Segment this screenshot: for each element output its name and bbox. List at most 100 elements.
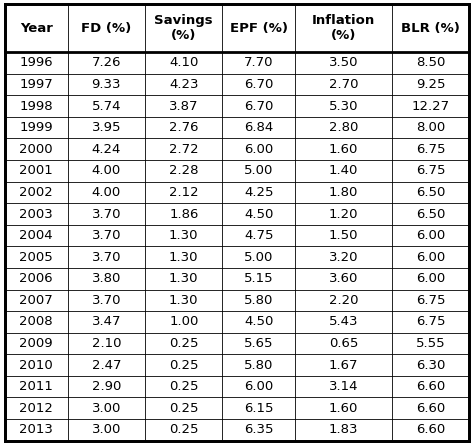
Text: Savings
(%): Savings (%) [155,14,213,42]
Text: 1.00: 1.00 [169,316,199,328]
Text: 3.70: 3.70 [91,251,121,263]
Text: 4.25: 4.25 [244,186,273,199]
Text: 2011: 2011 [19,380,53,393]
Text: 2002: 2002 [19,186,53,199]
Text: 2009: 2009 [19,337,53,350]
Text: 8.00: 8.00 [416,121,445,134]
Text: 2.80: 2.80 [329,121,358,134]
Text: 3.00: 3.00 [91,402,121,415]
Text: 6.60: 6.60 [416,380,445,393]
Text: 6.15: 6.15 [244,402,273,415]
Text: 4.00: 4.00 [92,164,121,178]
Text: 4.00: 4.00 [92,186,121,199]
Text: 6.00: 6.00 [416,251,445,263]
Text: 2.70: 2.70 [328,78,358,91]
Text: 1.40: 1.40 [329,164,358,178]
Text: 2004: 2004 [19,229,53,242]
Text: 2.10: 2.10 [91,337,121,350]
Text: 2012: 2012 [19,402,53,415]
Text: 5.80: 5.80 [244,294,273,307]
Text: 5.43: 5.43 [328,316,358,328]
Text: 2.47: 2.47 [91,359,121,372]
Text: 6.00: 6.00 [416,229,445,242]
Text: 3.87: 3.87 [169,100,199,113]
Text: 3.70: 3.70 [91,294,121,307]
Text: Year: Year [20,22,53,35]
Text: 1996: 1996 [19,57,53,69]
Text: 3.14: 3.14 [328,380,358,393]
Text: 2.20: 2.20 [328,294,358,307]
Text: 3.00: 3.00 [91,423,121,436]
Text: 7.26: 7.26 [91,57,121,69]
Text: 4.10: 4.10 [169,57,199,69]
Text: 6.00: 6.00 [244,380,273,393]
Text: 5.15: 5.15 [244,272,273,285]
Text: 1.67: 1.67 [328,359,358,372]
Text: 2.12: 2.12 [169,186,199,199]
Text: 2000: 2000 [19,143,53,156]
Text: 2010: 2010 [19,359,53,372]
Text: 1.50: 1.50 [328,229,358,242]
Text: 5.30: 5.30 [328,100,358,113]
Text: 1.30: 1.30 [169,272,199,285]
Text: 1998: 1998 [19,100,53,113]
Text: 6.75: 6.75 [416,143,445,156]
Text: 4.50: 4.50 [244,316,273,328]
Text: 0.25: 0.25 [169,359,199,372]
Text: Inflation
(%): Inflation (%) [312,14,375,42]
Text: FD (%): FD (%) [81,22,131,35]
Text: 1.20: 1.20 [328,207,358,221]
Text: 6.50: 6.50 [416,207,445,221]
Text: 7.70: 7.70 [244,57,273,69]
Text: 0.25: 0.25 [169,380,199,393]
Text: 6.30: 6.30 [416,359,445,372]
Text: 3.70: 3.70 [91,229,121,242]
Text: 1.83: 1.83 [328,423,358,436]
Text: 2.72: 2.72 [169,143,199,156]
Text: 1.30: 1.30 [169,229,199,242]
Text: 2.90: 2.90 [91,380,121,393]
Text: 1.80: 1.80 [329,186,358,199]
Text: 2007: 2007 [19,294,53,307]
Text: 5.80: 5.80 [244,359,273,372]
Text: 5.74: 5.74 [91,100,121,113]
Text: 6.75: 6.75 [416,294,445,307]
Text: 0.65: 0.65 [329,337,358,350]
Text: 3.50: 3.50 [328,57,358,69]
Text: 1999: 1999 [19,121,53,134]
Text: 3.20: 3.20 [328,251,358,263]
Text: 6.75: 6.75 [416,164,445,178]
Text: 1.30: 1.30 [169,294,199,307]
Text: 5.00: 5.00 [244,164,273,178]
Text: 12.27: 12.27 [411,100,450,113]
Text: 6.00: 6.00 [416,272,445,285]
Text: 2.76: 2.76 [169,121,199,134]
Text: 6.35: 6.35 [244,423,273,436]
Text: 4.23: 4.23 [169,78,199,91]
Text: 2006: 2006 [19,272,53,285]
Text: 2.28: 2.28 [169,164,199,178]
Text: 6.60: 6.60 [416,423,445,436]
Text: 3.47: 3.47 [91,316,121,328]
Text: 2008: 2008 [19,316,53,328]
Text: 1.60: 1.60 [329,402,358,415]
Text: 0.25: 0.25 [169,402,199,415]
Text: 6.60: 6.60 [416,402,445,415]
Text: 1.30: 1.30 [169,251,199,263]
Text: 2005: 2005 [19,251,53,263]
Text: 4.24: 4.24 [91,143,121,156]
Text: 6.75: 6.75 [416,316,445,328]
Text: 6.70: 6.70 [244,100,273,113]
Text: 5.55: 5.55 [416,337,446,350]
Text: 6.00: 6.00 [244,143,273,156]
Text: 2003: 2003 [19,207,53,221]
Text: 6.50: 6.50 [416,186,445,199]
Text: 3.80: 3.80 [91,272,121,285]
Text: 5.65: 5.65 [244,337,273,350]
Text: 1997: 1997 [19,78,53,91]
Text: 0.25: 0.25 [169,423,199,436]
Text: EPF (%): EPF (%) [230,22,288,35]
Text: 6.84: 6.84 [244,121,273,134]
Text: 3.70: 3.70 [91,207,121,221]
Text: 0.25: 0.25 [169,337,199,350]
